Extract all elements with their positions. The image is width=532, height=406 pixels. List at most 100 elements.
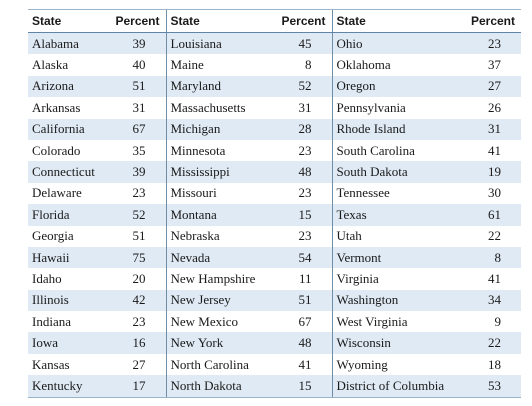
state-cell: North Dakota: [166, 375, 274, 397]
state-cell: Michigan: [166, 119, 274, 140]
percent-cell: 27: [463, 76, 521, 97]
percent-cell: 23: [274, 140, 332, 161]
state-cell: Georgia: [28, 226, 110, 247]
state-cell: Maine: [166, 54, 274, 75]
state-cell: Tennessee: [332, 183, 463, 204]
state-cell: New Jersey: [166, 290, 274, 311]
table-row: Hawaii 75 Nevada 54 Vermont 8: [28, 247, 521, 268]
state-cell: Colorado: [28, 140, 110, 161]
percent-cell: 48: [274, 161, 332, 182]
table-row: Iowa 16 New York 48 Wisconsin 22: [28, 332, 521, 353]
percent-cell: 23: [274, 183, 332, 204]
percent-cell: 17: [110, 375, 166, 397]
percent-cell: 51: [110, 76, 166, 97]
state-cell: Iowa: [28, 332, 110, 353]
header-percent-3: Percent: [463, 10, 521, 33]
table-header: State Percent State Percent State Percen…: [28, 10, 521, 33]
percent-cell: 11: [274, 268, 332, 289]
state-cell: Arkansas: [28, 97, 110, 118]
state-cell: Alabama: [28, 33, 110, 55]
header-percent-2: Percent: [274, 10, 332, 33]
table-row: Alaska 40 Maine 8 Oklahoma 37: [28, 54, 521, 75]
table-row: Delaware 23 Missouri 23 Tennessee 30: [28, 183, 521, 204]
state-cell: Oklahoma: [332, 54, 463, 75]
state-cell: South Dakota: [332, 161, 463, 182]
header-state-2: State: [166, 10, 274, 33]
header-state-1: State: [28, 10, 110, 33]
state-cell: New Hampshire: [166, 268, 274, 289]
table-row: Arizona 51 Maryland 52 Oregon 27: [28, 76, 521, 97]
state-cell: Maryland: [166, 76, 274, 97]
state-cell: Wisconsin: [332, 332, 463, 353]
percent-cell: 16: [110, 332, 166, 353]
state-cell: New Mexico: [166, 311, 274, 332]
percent-cell: 27: [110, 354, 166, 375]
state-cell: Oregon: [332, 76, 463, 97]
percent-cell: 26: [463, 97, 521, 118]
percent-cell: 51: [110, 226, 166, 247]
percent-cell: 67: [274, 311, 332, 332]
percent-cell: 52: [110, 204, 166, 225]
percent-cell: 41: [274, 354, 332, 375]
percent-cell: 23: [110, 183, 166, 204]
state-cell: Connecticut: [28, 161, 110, 182]
state-cell: Texas: [332, 204, 463, 225]
state-cell: North Carolina: [166, 354, 274, 375]
state-cell: Ohio: [332, 33, 463, 55]
state-cell: Nevada: [166, 247, 274, 268]
state-cell: Kentucky: [28, 375, 110, 397]
state-cell: South Carolina: [332, 140, 463, 161]
state-percent-table-container: State Percent State Percent State Percen…: [28, 9, 521, 398]
state-cell: Idaho: [28, 268, 110, 289]
table-row: Illinois 42 New Jersey 51 Washington 34: [28, 290, 521, 311]
percent-cell: 23: [463, 33, 521, 55]
percent-cell: 15: [274, 375, 332, 397]
percent-cell: 19: [463, 161, 521, 182]
percent-cell: 18: [463, 354, 521, 375]
percent-cell: 15: [274, 204, 332, 225]
percent-cell: 40: [110, 54, 166, 75]
state-cell: Wyoming: [332, 354, 463, 375]
state-cell: Washington: [332, 290, 463, 311]
percent-cell: 53: [463, 375, 521, 397]
state-cell: Louisiana: [166, 33, 274, 55]
percent-cell: 39: [110, 161, 166, 182]
percent-cell: 37: [463, 54, 521, 75]
state-cell: Missouri: [166, 183, 274, 204]
percent-cell: 23: [110, 311, 166, 332]
percent-cell: 35: [110, 140, 166, 161]
percent-cell: 31: [463, 119, 521, 140]
percent-cell: 23: [274, 226, 332, 247]
table-row: Kansas 27 North Carolina 41 Wyoming 18: [28, 354, 521, 375]
percent-cell: 20: [110, 268, 166, 289]
percent-cell: 31: [274, 97, 332, 118]
table-row: California 67 Michigan 28 Rhode Island 31: [28, 119, 521, 140]
percent-cell: 67: [110, 119, 166, 140]
percent-cell: 31: [110, 97, 166, 118]
state-cell: District of Columbia: [332, 375, 463, 397]
state-cell: Hawaii: [28, 247, 110, 268]
state-cell: Florida: [28, 204, 110, 225]
state-cell: Kansas: [28, 354, 110, 375]
percent-cell: 30: [463, 183, 521, 204]
percent-cell: 8: [463, 247, 521, 268]
table-row: Idaho 20 New Hampshire 11 Virginia 41: [28, 268, 521, 289]
table-row: Alabama 39 Louisiana 45 Ohio 23: [28, 33, 521, 55]
percent-cell: 51: [274, 290, 332, 311]
percent-cell: 22: [463, 332, 521, 353]
percent-cell: 41: [463, 268, 521, 289]
state-cell: California: [28, 119, 110, 140]
percent-cell: 22: [463, 226, 521, 247]
table-row: Georgia 51 Nebraska 23 Utah 22: [28, 226, 521, 247]
header-percent-1: Percent: [110, 10, 166, 33]
percent-cell: 61: [463, 204, 521, 225]
state-cell: Rhode Island: [332, 119, 463, 140]
state-cell: Nebraska: [166, 226, 274, 247]
state-cell: Pennsylvania: [332, 97, 463, 118]
percent-cell: 45: [274, 33, 332, 55]
percent-cell: 28: [274, 119, 332, 140]
state-cell: New York: [166, 332, 274, 353]
state-percent-table: State Percent State Percent State Percen…: [28, 9, 521, 398]
state-cell: Vermont: [332, 247, 463, 268]
state-cell: Indiana: [28, 311, 110, 332]
